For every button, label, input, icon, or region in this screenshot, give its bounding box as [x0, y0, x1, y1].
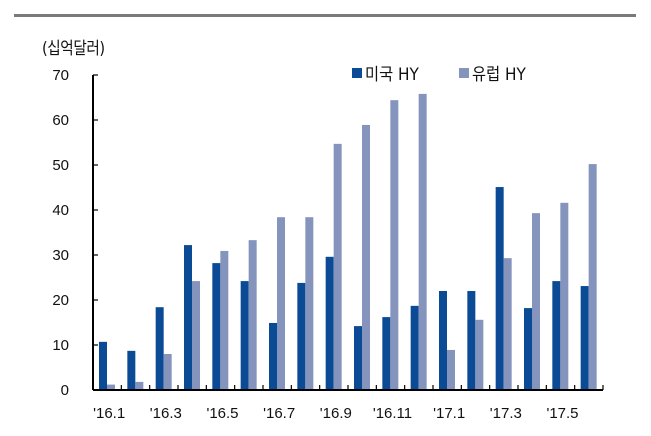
bar-eu-hy [362, 124, 370, 390]
y-tick-label: 10 [52, 337, 69, 354]
bar-us-hy [297, 282, 306, 390]
legend-label-eu-hy: 유럽 HY [471, 65, 526, 85]
bar-eu-hy [107, 384, 115, 390]
bar-us-hy [240, 281, 249, 390]
legend-label-us-hy: 미국 HY [365, 65, 419, 85]
bar-us-hy [439, 291, 447, 390]
y-tick-label: 30 [52, 247, 69, 264]
bar-eu-hy [277, 217, 285, 390]
bar-eu-hy [588, 164, 597, 390]
legend-swatch-eu-icon [458, 67, 469, 78]
bar-us-hy [269, 322, 277, 390]
bar-eu-hy [390, 100, 399, 390]
legend-item-eu-hy: 유럽 HY [458, 60, 532, 85]
bar-eu-hy [163, 354, 172, 390]
bar-us-hy [127, 350, 136, 390]
bar-eu-hy [135, 381, 144, 390]
y-tick-label: 20 [52, 292, 69, 309]
x-axis: '16.1 '16.3 '16.5 '16.7 '16.9 '16.11 '17.1 '17.… [93, 385, 604, 422]
y-tick-label: 60 [52, 112, 69, 129]
bar-us-hy [184, 245, 192, 390]
legend-item-us-hy: 미국 HY [352, 60, 425, 85]
bar-eu-hy [560, 202, 569, 390]
y-tick-label: 50 [52, 157, 69, 174]
x-tick-label: '17.5 [546, 405, 578, 422]
bar-eu-hy [418, 93, 427, 391]
bar-eu-hy [475, 319, 484, 390]
x-tick-label: '16.7 [263, 405, 295, 422]
x-tick-label: '16.11 [373, 405, 412, 422]
bar-us-hy [410, 305, 419, 390]
bar-eu-hy [305, 217, 314, 390]
x-tick-label: '16.1 [93, 405, 125, 422]
bar-eu-hy [333, 143, 342, 390]
bar-eu-hy [503, 258, 512, 390]
bar-eu-hy [447, 349, 455, 390]
bar-us-hy [467, 291, 476, 390]
bar-us-hy [552, 281, 561, 390]
chart-legend: 미국 HY 유럽 HY [352, 60, 532, 85]
bar-eu-hy [248, 240, 257, 390]
x-tick-label: '16.3 [150, 405, 182, 422]
bar-us-hy [354, 326, 362, 390]
bar-us-hy [325, 256, 334, 390]
top-divider-rule [14, 14, 636, 17]
bar-us-hy [495, 187, 504, 390]
y-axis-unit-label: (십억달러) [42, 39, 105, 59]
bar-us-hy [155, 307, 164, 390]
y-tick-label: 40 [52, 202, 69, 219]
x-tick-label: '17.3 [490, 405, 522, 422]
bar-us-hy [99, 341, 107, 390]
bar-us-hy [382, 317, 391, 390]
y-tick-label: 70 [52, 67, 69, 84]
x-tick-label: '16.9 [320, 405, 352, 422]
x-tick-label: '16.5 [206, 405, 238, 422]
bar-series [99, 93, 597, 391]
legend-swatch-us-icon [352, 67, 362, 78]
y-tick-label: 0 [61, 382, 69, 399]
bar-us-hy [524, 308, 532, 390]
bar-us-hy [580, 286, 589, 390]
bar-us-hy [212, 263, 221, 390]
y-axis: 0 10 20 30 40 50 60 70 [52, 67, 98, 399]
bar-eu-hy [192, 281, 200, 390]
bar-eu-hy [220, 250, 229, 390]
bar-eu-hy [532, 213, 540, 390]
x-tick-label: '17.1 [433, 405, 465, 422]
